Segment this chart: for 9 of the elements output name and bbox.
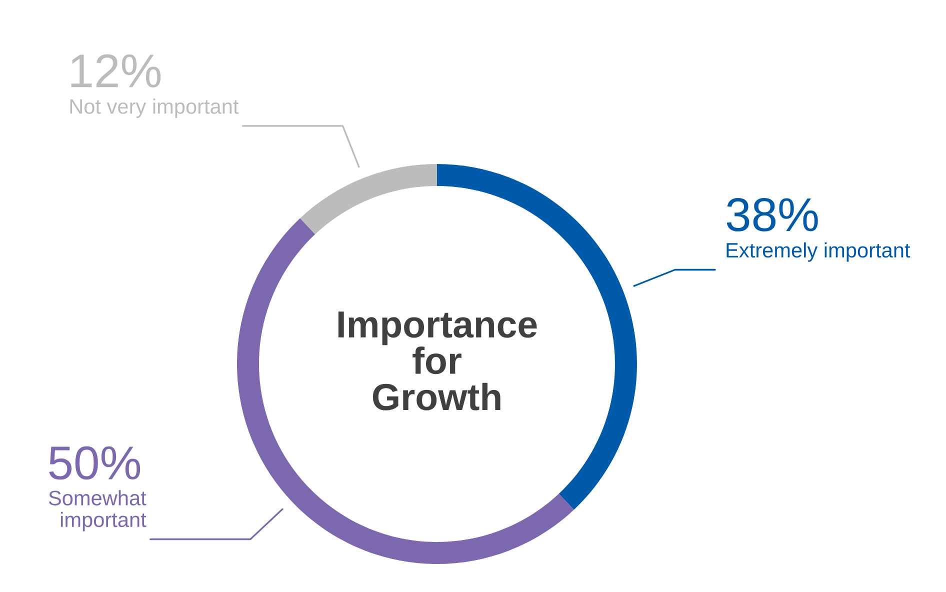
slice-label: Not very important — [70, 98, 239, 118]
data-label: 12% — [71, 54, 161, 88]
slice-label: Somewhat important — [48, 490, 146, 532]
data-label: 50% — [49, 446, 140, 480]
slice-label: Extremely important — [726, 242, 910, 262]
donut-slice — [300, 164, 437, 234]
text: Importance for Growth — [338, 312, 537, 410]
data-label: 38% — [726, 198, 818, 232]
donut-slice — [237, 218, 574, 564]
